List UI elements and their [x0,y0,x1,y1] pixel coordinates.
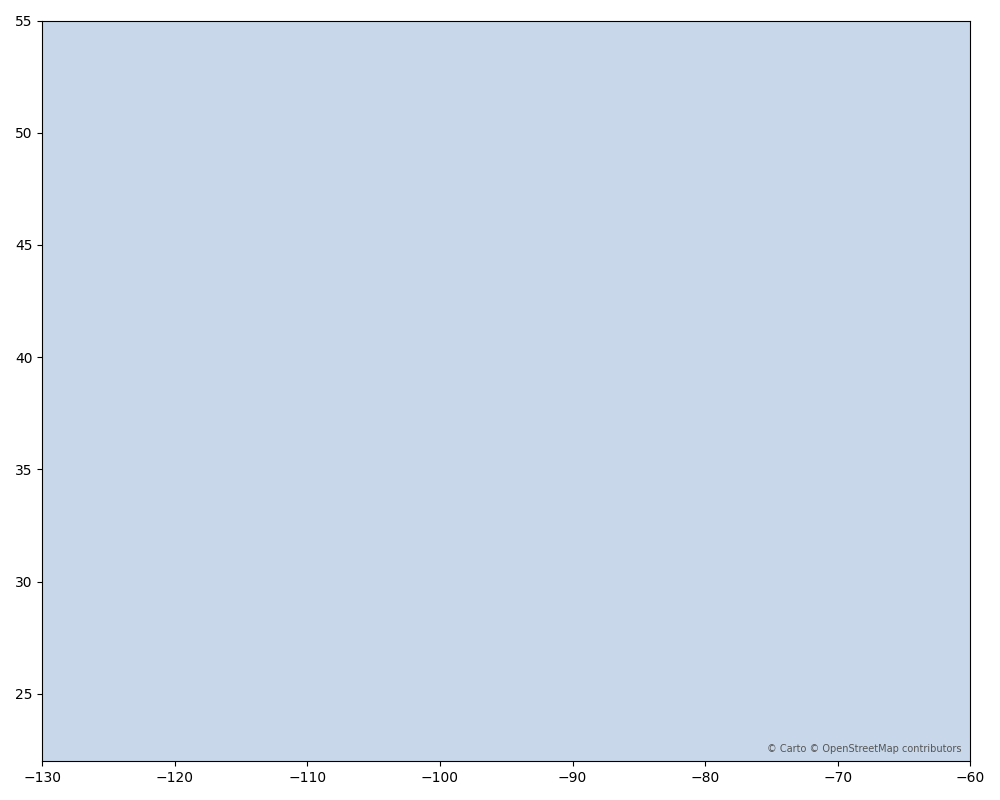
Text: © Carto © OpenStreetMap contributors: © Carto © OpenStreetMap contributors [767,744,961,754]
